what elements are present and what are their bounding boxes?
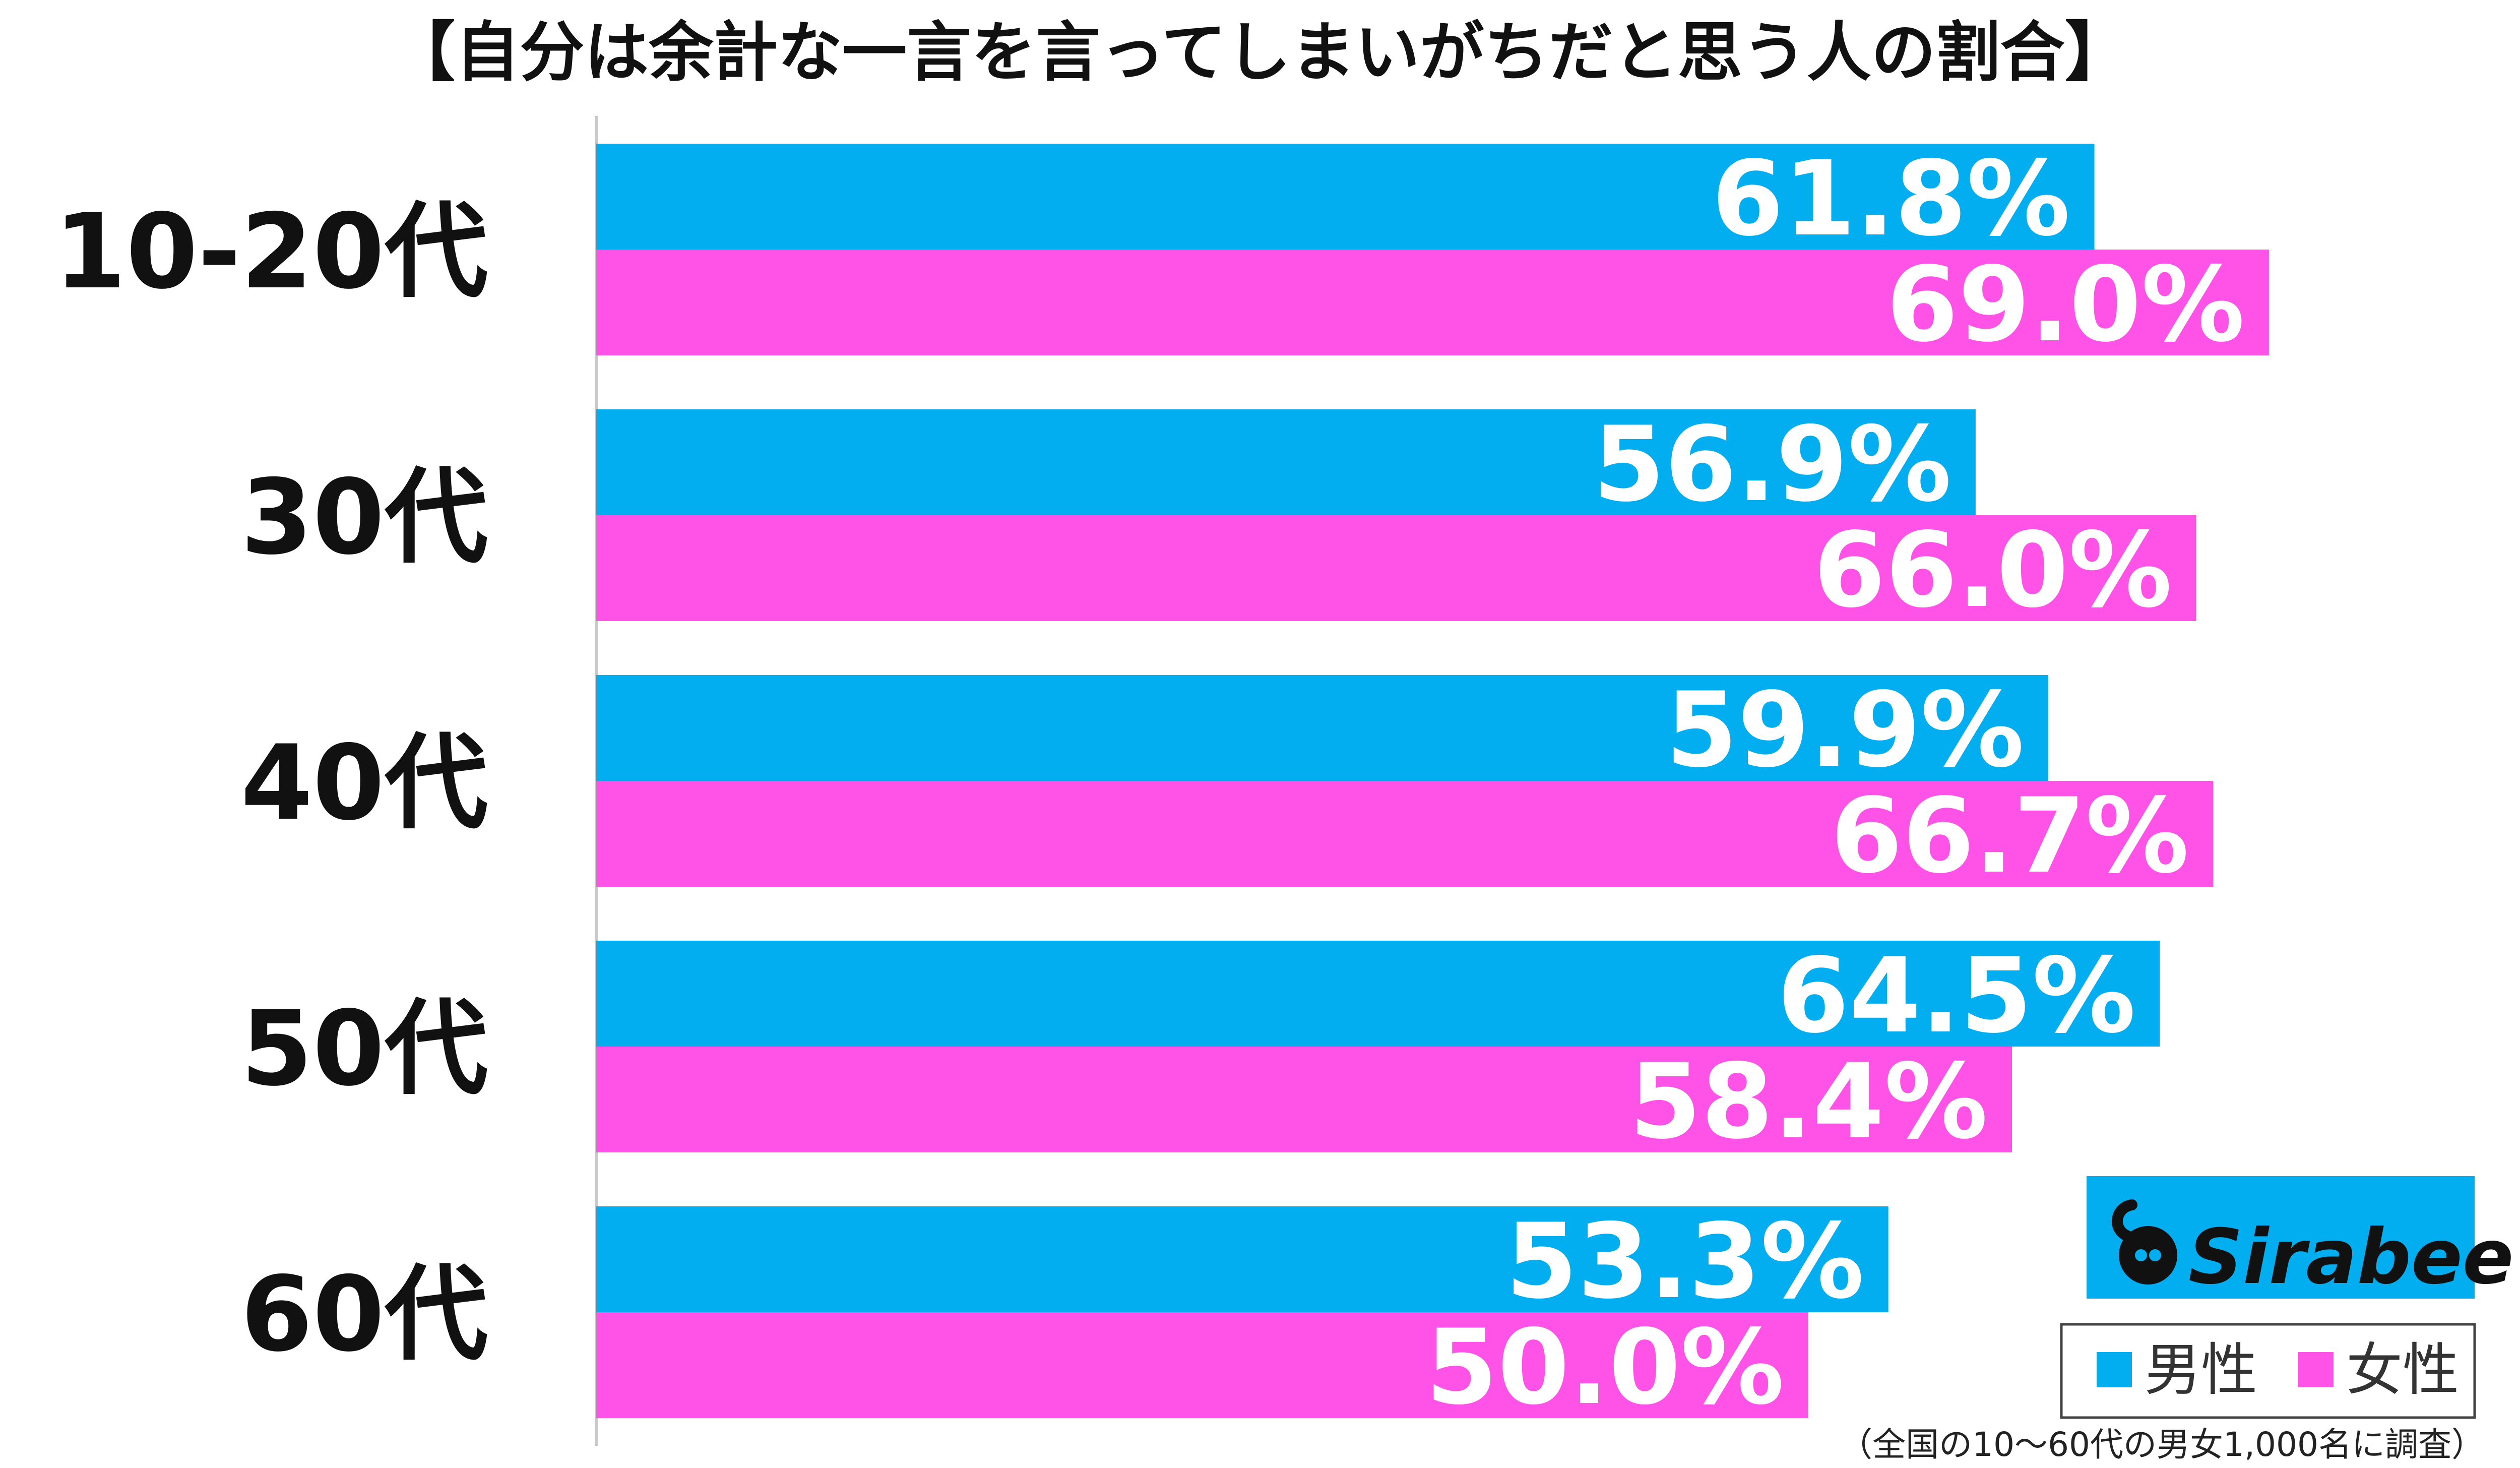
bar-male [596, 941, 2160, 1047]
bar-female [596, 1047, 2012, 1152]
category-label: 40代 [241, 723, 488, 843]
bar-value-label-male: 59.9% [1666, 670, 2024, 790]
sirabee-logo-text: Sirabee [2188, 1213, 2513, 1301]
footnote: （全国の10～60代の男女1,000名に調査） [1839, 1425, 2485, 1464]
bar-male [596, 409, 1976, 515]
category-labels: 10-20代 30代 40代 50代 60代 [54, 192, 488, 1375]
sirabee-logo: Sirabee [2087, 1176, 2513, 1301]
category-label: 60代 [241, 1255, 488, 1375]
bar-value-label-female: 66.7% [1831, 776, 2189, 896]
bar-female [596, 1312, 1808, 1418]
sirabee-logo-icon [2112, 1199, 2177, 1284]
bar-value-label-male: 64.5% [1777, 936, 2135, 1056]
legend-label-female: 女性 [2346, 1337, 2459, 1403]
bar-male [596, 144, 2095, 250]
chart-title: 【自分は余計な一言を言ってしまいがちだと思う人の割合】 [391, 15, 2129, 90]
bar-male [596, 675, 2049, 781]
category-label: 10-20代 [54, 192, 488, 312]
bar-value-label-male: 56.9% [1593, 405, 1951, 525]
bar-male [596, 1206, 1888, 1312]
bar-value-label-male: 61.8% [1712, 139, 2070, 259]
bar-female [596, 250, 2269, 355]
bar-value-label-female: 58.4% [1629, 1042, 1988, 1162]
legend-swatch-male [2097, 1352, 2132, 1387]
bar-female [596, 781, 2214, 887]
legend-swatch-female [2298, 1352, 2334, 1387]
category-label: 50代 [241, 989, 488, 1109]
bar-value-label-male: 53.3% [1506, 1202, 1864, 1322]
category-label: 30代 [241, 458, 488, 578]
bars: 61.8%69.0% 56.9%66.0% 59.9%66.7% 64.5%58.4%… [596, 139, 2269, 1428]
bar-value-label-female: 69.0% [1886, 245, 2245, 365]
legend-label-male: 男性 [2145, 1337, 2257, 1403]
bar-value-label-female: 66.0% [1813, 511, 2172, 631]
bar-value-label-female: 50.0% [1426, 1308, 1784, 1428]
legend: 男性 女性 [2060, 1323, 2476, 1419]
bar-female [596, 515, 2196, 621]
